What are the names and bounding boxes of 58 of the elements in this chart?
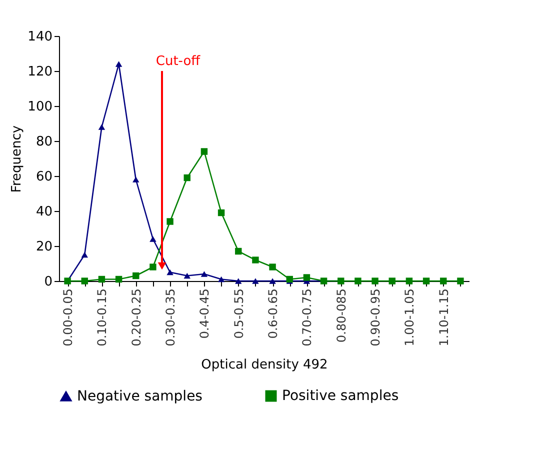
point xyxy=(81,252,88,258)
y-axis-title: Frequency xyxy=(10,125,25,193)
y-tick-label: 20 xyxy=(36,240,52,254)
x-tick-label: 0.4-0.45 xyxy=(198,288,212,339)
point xyxy=(98,124,106,130)
point xyxy=(354,278,362,284)
point xyxy=(81,278,88,284)
point xyxy=(115,61,122,67)
x-tick-label: 0.90-0.95 xyxy=(368,288,383,346)
point xyxy=(440,278,447,284)
point xyxy=(218,276,225,282)
point xyxy=(200,271,208,277)
x-tick-label: 0.80-085 xyxy=(334,288,348,342)
x-tick-label: 0.70-0.75 xyxy=(300,288,314,346)
point xyxy=(303,274,310,281)
point xyxy=(150,264,156,270)
legend-label: Positive samples xyxy=(282,388,399,404)
point xyxy=(269,278,276,284)
x-tick-label: 0.5-0.55 xyxy=(232,288,246,339)
x-tick-label: 0.30-0.35 xyxy=(164,288,178,346)
point xyxy=(166,218,174,225)
point xyxy=(388,278,396,284)
point xyxy=(252,256,259,264)
y-tick-label: 60 xyxy=(36,170,52,184)
point xyxy=(150,236,156,242)
x-tick-label: 0.20-0.25 xyxy=(129,288,144,346)
point xyxy=(406,278,413,284)
point xyxy=(98,276,106,283)
point xyxy=(184,174,190,182)
y-tick-label: 120 xyxy=(28,64,52,80)
point xyxy=(422,278,430,284)
point xyxy=(115,276,122,283)
x-tick-label: 0.00-0.05 xyxy=(61,288,76,346)
y-tick-label: 40 xyxy=(36,204,52,220)
point xyxy=(166,269,174,276)
y-tick-label: 80 xyxy=(36,134,52,150)
x-tick-label: 1.00-1.05 xyxy=(402,288,417,346)
y-tick-label: 0 xyxy=(44,274,52,290)
point xyxy=(269,264,276,270)
point xyxy=(252,278,259,284)
x-axis-title: Optical density 492 xyxy=(201,357,328,372)
y-tick-label: 100 xyxy=(28,100,52,114)
annotation: Cut-off xyxy=(156,54,202,69)
point xyxy=(132,272,140,280)
point xyxy=(457,278,464,284)
point xyxy=(184,272,190,279)
point xyxy=(235,278,242,284)
point xyxy=(132,176,140,182)
point xyxy=(372,278,378,284)
point xyxy=(218,209,225,216)
x-tick-label: 0.6-0.65 xyxy=(266,288,280,339)
point xyxy=(286,276,293,283)
legend-label: Negative samples xyxy=(77,388,202,404)
x-tick-label: 1.10-1.15 xyxy=(436,288,451,346)
point xyxy=(235,248,242,255)
point xyxy=(200,148,208,155)
y-tick-label: 140 xyxy=(28,30,52,44)
x-tick-label: 0.10-0.15 xyxy=(95,288,110,346)
